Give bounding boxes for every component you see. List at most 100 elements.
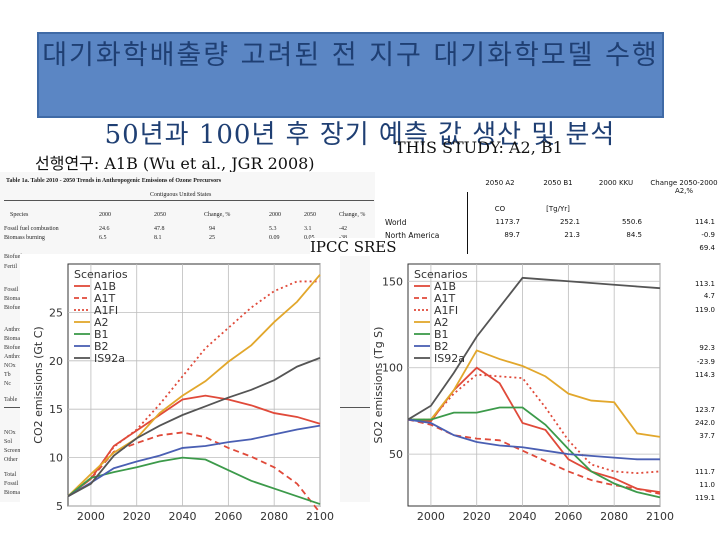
legend-title: Scenarios <box>74 268 128 281</box>
doc-fragment: Screen <box>4 448 21 454</box>
doc-fragment: Other <box>4 457 18 463</box>
legend-label: B2 <box>434 340 449 353</box>
series-line-a2 <box>67 274 321 497</box>
legend-label: A1FI <box>434 304 458 317</box>
doc-table-header-row: Species 2000 2050 Change, % 2000 2050 Ch… <box>4 212 374 221</box>
y-tick-label: 100 <box>382 362 403 375</box>
legend-label: B1 <box>94 328 109 341</box>
y-tick-label: 150 <box>382 275 403 288</box>
y-tick-label: 25 <box>49 306 63 319</box>
legend-title: Scenarios <box>414 268 468 281</box>
y-tick-label: 20 <box>49 355 63 368</box>
y-tick-label: 5 <box>56 500 63 513</box>
change-cell: 92.3 <box>699 344 715 352</box>
value-b1: 252.1 <box>559 218 580 226</box>
series-line-a2 <box>408 349 661 438</box>
doc-cell: Fossil fuel combustion <box>4 226 59 232</box>
series-line-a1fi <box>408 373 661 475</box>
x-tick-label: 2020 <box>463 510 491 523</box>
region-label: North America <box>385 231 440 240</box>
x-tick-label: 2060 <box>214 510 242 523</box>
legend-label: IS92a <box>434 352 465 365</box>
doc-fragment: Table <box>4 397 18 403</box>
slide-subtitle: 50년과 100년 후 장기 예측 값 생산 및 분석 <box>104 120 616 150</box>
change-cell: 69.4 <box>699 244 715 252</box>
legend-label: IS92a <box>94 352 125 365</box>
change-cell: 123.7 <box>694 406 715 414</box>
change-cell: 4.7 <box>703 292 715 300</box>
col-header-2050-b1: 2050 B1 <box>543 179 573 187</box>
doc-col-header: 2000 <box>269 212 281 218</box>
legend-label: A1B <box>94 280 116 293</box>
this-study-label: THIS STUDY: A2, B1 <box>395 138 563 157</box>
value-change: -0.9 <box>701 231 715 239</box>
doc-cell: 0.09 <box>269 235 280 241</box>
legend-label: A1T <box>94 292 116 305</box>
doc-cell: 25 <box>209 235 215 241</box>
y-axis-label: SO2 emissions (Tg S) <box>372 327 385 444</box>
series-line-a1fi <box>67 280 320 498</box>
legend-label: A2 <box>434 316 449 329</box>
x-tick-label: 2000 <box>77 510 105 523</box>
doc-fragment: Anthro <box>4 354 21 360</box>
legend-label: B1 <box>434 328 449 341</box>
y-tick-label: 10 <box>49 452 63 465</box>
series-line-is92a <box>407 276 661 421</box>
doc-fragment: Tb <box>4 372 11 378</box>
doc-fragment: NOx <box>4 430 16 436</box>
y-axis-label: CO2 emissions (Gt C) <box>32 326 45 443</box>
value-kku: 550.6 <box>621 218 642 226</box>
doc-fragment: Nc <box>4 381 11 387</box>
legend-label: B2 <box>94 340 109 353</box>
doc-cell: 47.8 <box>154 226 165 232</box>
change-cell: 11.0 <box>699 481 715 489</box>
x-tick-label: 2100 <box>306 510 334 523</box>
x-tick-label: 2040 <box>169 510 197 523</box>
doc-cell: 6.5 <box>99 235 107 241</box>
change-cell: 119.0 <box>694 306 715 314</box>
doc-rule <box>4 200 374 201</box>
legend-label: A1T <box>434 292 456 305</box>
doc-table-header-center: Contiguous United States <box>150 192 212 198</box>
change-cell: 242.0 <box>694 419 715 427</box>
doc-cell: 0.05 <box>304 235 315 241</box>
doc-fragment: Biofuel <box>4 305 22 311</box>
region-label: World <box>385 218 407 227</box>
doc-cell: 94 <box>209 226 215 232</box>
series-line-b2 <box>67 424 321 498</box>
series-line-is92a <box>67 357 321 498</box>
x-tick-label: 2100 <box>646 510 674 523</box>
doc-cell: 24.6 <box>99 226 110 232</box>
col-header-2000-kku: 2000 KKU <box>598 179 634 187</box>
y-tick-label: 15 <box>49 403 63 416</box>
change-cell: 114.3 <box>694 371 715 379</box>
doc-col-header: Species <box>10 212 29 218</box>
doc-col-header: 2050 <box>304 212 316 218</box>
ipcc-sres-label: IPCC SRES <box>310 238 397 256</box>
value-a2: 1173.7 <box>495 218 521 226</box>
series-line-b1 <box>67 456 321 505</box>
x-tick-label: 2040 <box>509 510 537 523</box>
co2-emissions-chart: 5 10 15 20 25 2000 2020 2040 2060 2080 2100 CO2 emi… <box>20 254 340 532</box>
so2-emissions-chart: 50 100 150 2000 2020 2040 2060 2080 2100 SO2 emis… <box>370 254 682 532</box>
doc-fragment: Biofuel <box>4 254 22 260</box>
series-line-b2 <box>407 418 660 461</box>
doc-cell: 3.1 <box>304 226 312 232</box>
x-tick-label: 2080 <box>600 510 628 523</box>
x-tick-label: 2000 <box>417 510 445 523</box>
value-kku: 84.5 <box>626 231 642 239</box>
doc-table-row: Fossil fuel combustion 24.6 47.8 94 5.3 … <box>4 226 374 235</box>
change-cell: 111.7 <box>694 468 715 476</box>
doc-col-header: 2050 <box>154 212 166 218</box>
prior-study-label: 선행연구: A1B (Wu et al., JGR 2008) <box>35 154 315 173</box>
change-cell: 37.7 <box>699 432 715 440</box>
unit-label: [Tg/Yr] <box>546 205 570 213</box>
doc-fragment: Biomass <box>4 296 25 302</box>
doc-cell: 5.3 <box>269 226 277 232</box>
series-line-b1 <box>408 406 661 499</box>
doc-fragment: Fertil <box>4 264 17 270</box>
co2-chart-svg: 5 10 15 20 25 2000 2020 2040 2060 2080 2100 CO2 emi… <box>32 263 334 523</box>
change-cell: -23.9 <box>696 358 715 366</box>
doc-col-header: 2000 <box>99 212 111 218</box>
y-tick-label: 50 <box>389 448 403 461</box>
